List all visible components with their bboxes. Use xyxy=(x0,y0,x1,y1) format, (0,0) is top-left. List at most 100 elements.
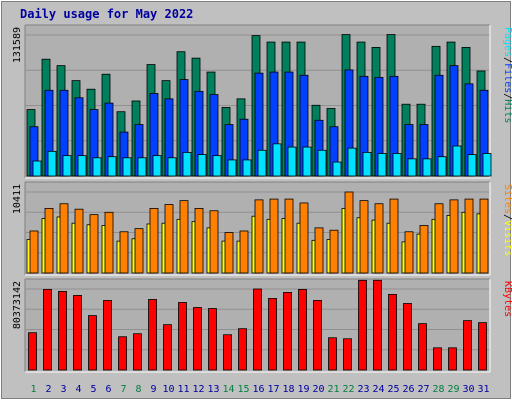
bar-kbytes xyxy=(418,323,427,371)
bar-kbytes xyxy=(433,347,442,371)
bar-kbytes xyxy=(103,300,112,371)
bar-kbytes xyxy=(373,279,382,371)
day-label: 5 xyxy=(90,384,96,395)
bar-pages xyxy=(107,156,117,177)
hits-panel-legend-item: / xyxy=(502,93,512,99)
day-label: 18 xyxy=(282,384,294,395)
bar-pages xyxy=(77,155,87,177)
bar-pages xyxy=(152,155,162,177)
bar-kbytes xyxy=(463,320,472,371)
sites-panel-legend-item: Sites xyxy=(502,184,512,214)
bar-pages xyxy=(137,157,147,177)
bar-kbytes xyxy=(28,332,37,371)
bar-pages xyxy=(332,161,342,177)
bar-sites xyxy=(284,198,294,274)
bar-kbytes xyxy=(43,288,52,371)
bar-pages xyxy=(272,143,282,177)
hits-panel-legend-item: / xyxy=(502,57,512,63)
bar-kbytes xyxy=(118,336,127,371)
sites-panel-legend-item: Visits xyxy=(502,220,512,256)
bar-sites xyxy=(179,200,189,274)
bar-kbytes xyxy=(448,347,457,371)
bar-pages xyxy=(407,158,417,177)
bar-sites xyxy=(449,199,459,274)
day-label: 2 xyxy=(45,384,51,395)
bar-pages xyxy=(182,152,192,177)
bar-sites xyxy=(104,211,114,274)
day-label: 15 xyxy=(237,384,249,395)
bar-sites xyxy=(329,229,339,274)
bar-sites xyxy=(209,210,219,274)
hits-panel-legend: Pages/Files/Hits xyxy=(502,27,512,123)
kbytes-panel-max-label: 80373142 xyxy=(12,281,23,329)
day-label: 12 xyxy=(192,384,204,395)
bar-sites xyxy=(314,227,324,274)
bar-kbytes xyxy=(58,290,67,371)
day-label: 16 xyxy=(252,384,264,395)
sites-panel-max-label: 10411 xyxy=(12,184,23,214)
day-label: 23 xyxy=(357,384,369,395)
bar-sites xyxy=(194,208,204,274)
bar-pages xyxy=(452,145,462,177)
day-label: 8 xyxy=(135,384,141,395)
bar-sites xyxy=(164,204,174,274)
bar-pages xyxy=(32,160,42,177)
day-label: 17 xyxy=(267,384,279,395)
bar-pages xyxy=(302,146,312,177)
bar-sites xyxy=(299,202,309,274)
bar-sites xyxy=(479,198,489,274)
bar-sites xyxy=(344,191,354,274)
bar-kbytes xyxy=(238,328,247,371)
day-label: 3 xyxy=(60,384,66,395)
bar-pages xyxy=(122,157,132,177)
day-label: 14 xyxy=(222,384,234,395)
bar-kbytes xyxy=(403,303,412,371)
bar-kbytes xyxy=(328,337,337,371)
bar-kbytes xyxy=(73,295,82,371)
bar-pages xyxy=(197,154,207,177)
bar-pages xyxy=(287,146,297,177)
day-label: 11 xyxy=(177,384,189,395)
bar-kbytes xyxy=(343,338,352,371)
bar-pages xyxy=(227,159,237,177)
hits-panel-legend-item: Files xyxy=(502,63,512,93)
bar-pages xyxy=(482,153,492,177)
bar-pages xyxy=(422,158,432,177)
bar-pages xyxy=(92,157,102,177)
bar-pages xyxy=(47,150,57,177)
day-label: 22 xyxy=(342,384,354,395)
day-label: 9 xyxy=(150,384,156,395)
bar-kbytes xyxy=(358,279,367,371)
bar-kbytes xyxy=(178,302,187,371)
bar-sites xyxy=(389,198,399,274)
day-label: 7 xyxy=(120,384,126,395)
bar-kbytes xyxy=(388,294,397,371)
bar-pages xyxy=(212,155,222,177)
bar-pages xyxy=(167,157,177,177)
bar-pages xyxy=(377,153,387,177)
bar-kbytes xyxy=(133,333,142,371)
kbytes-panel-legend-item: KBytes xyxy=(502,281,512,317)
bar-sites xyxy=(359,200,369,274)
day-label: 19 xyxy=(297,384,309,395)
bar-sites xyxy=(149,208,159,274)
bar-pages xyxy=(467,154,477,177)
day-label: 28 xyxy=(432,384,444,395)
bar-pages xyxy=(257,149,267,177)
bar-sites xyxy=(434,203,444,274)
page-title: Daily usage for May 2022 xyxy=(20,7,194,21)
bar-sites xyxy=(134,228,144,274)
bar-sites xyxy=(254,199,264,274)
bar-kbytes xyxy=(253,288,262,371)
bar-sites xyxy=(374,203,384,274)
bar-pages xyxy=(62,155,72,177)
hits-panel-max-label: 131589 xyxy=(12,27,23,63)
bar-sites xyxy=(239,230,249,274)
bar-kbytes xyxy=(148,299,157,371)
day-label: 4 xyxy=(75,384,81,395)
sites-panel-legend: Sites/Visits xyxy=(502,184,512,256)
day-label: 30 xyxy=(462,384,474,395)
bar-pages xyxy=(317,149,327,177)
